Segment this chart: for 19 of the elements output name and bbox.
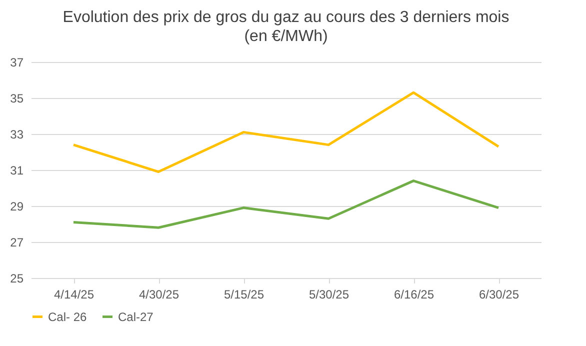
y-tick-label: 35 [10, 92, 24, 106]
legend-label: Cal-27 [118, 310, 154, 324]
x-tick-label: 6/16/25 [394, 288, 434, 302]
x-tick-label: 6/30/25 [478, 288, 520, 302]
x-tick-label: 4/30/25 [138, 288, 180, 302]
x-tick-label: 4/14/25 [54, 288, 94, 302]
y-tick-label: 31 [10, 164, 24, 178]
chart-title: Evolution des prix de gros du gaz au cours des 3 derniers mois [62, 9, 510, 26]
chart-subtitle: (en €/MWh) [244, 28, 328, 45]
line-series [72, 91, 500, 174]
y-tick-label: 27 [10, 236, 24, 250]
line-series [72, 180, 500, 229]
x-tick-label: 5/15/25 [224, 288, 264, 302]
y-tick-label: 37 [10, 56, 24, 70]
y-tick-label: 29 [10, 200, 24, 214]
x-tick-label: 5/30/25 [308, 288, 350, 302]
y-tick-label: 33 [10, 128, 24, 142]
y-tick-label: 25 [10, 272, 24, 286]
legend-label: Cal- 26 [48, 310, 88, 324]
